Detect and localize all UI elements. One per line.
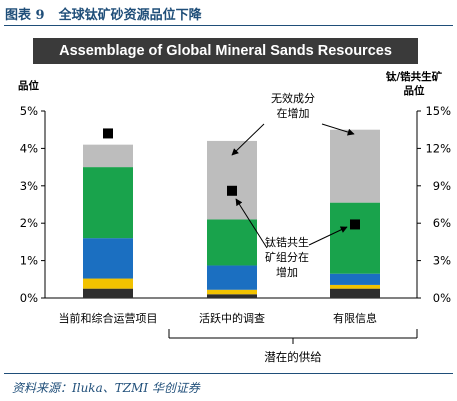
annotation-2-line: 矿组分在 — [265, 250, 309, 264]
chart-title: Assemblage of Global Mineral Sands Resou… — [33, 38, 418, 64]
figure-number: 图表 9 — [5, 8, 45, 23]
left-tick-label: 5% — [20, 104, 38, 118]
annotation-2-line: 钛锆共生 — [265, 235, 309, 249]
bar-segment-2-0 — [330, 288, 380, 298]
title-divider — [4, 25, 453, 26]
annotation-2-arrow-left — [235, 198, 268, 249]
category-label: 当前和综合运营项目 — [59, 311, 158, 325]
annotation-1-arrow-right — [321, 123, 355, 136]
left-tick-label: 3% — [20, 179, 38, 193]
source-divider — [4, 373, 453, 374]
grade-marker-1 — [227, 185, 237, 196]
grade-marker-2 — [350, 219, 360, 230]
right-axis-title-line: 钛/锆共生矿 — [386, 70, 443, 83]
left-tick-label: 0% — [20, 291, 38, 305]
annotation-2-arrow-right — [308, 226, 348, 246]
bar-segment-2-4 — [330, 129, 380, 203]
bar-segment-1-0 — [207, 294, 257, 298]
right-tick-label: 12% — [425, 141, 451, 155]
source-note: 资料来源：Iluka、TZMI 华创证券 — [12, 381, 200, 395]
right-tick-label: 9% — [433, 179, 451, 193]
right-tick-label: 3% — [433, 254, 451, 268]
bar-segment-0-1 — [83, 278, 133, 289]
annotation-2-line: 增加 — [276, 265, 298, 279]
left-tick-label: 2% — [20, 216, 38, 230]
bar-segment-1-3 — [207, 219, 257, 266]
bar-segment-2-2 — [330, 273, 380, 285]
bar-segment-0-3 — [83, 167, 133, 239]
bar-segment-0-4 — [83, 144, 133, 168]
bar-segment-0-0 — [83, 288, 133, 298]
bar-segment-0-2 — [83, 238, 133, 279]
group-label: 潜在的供给 — [264, 350, 322, 364]
category-label: 活跃中的调查 — [199, 311, 265, 325]
grade-marker-0 — [103, 128, 113, 139]
left-axis-title: 品位 — [18, 79, 39, 92]
category-label: 有限信息 — [333, 311, 377, 325]
bar-segment-1-4 — [207, 140, 257, 220]
right-tick-label: 6% — [433, 216, 451, 230]
right-tick-label: 0% — [433, 291, 451, 305]
bar-segment-1-1 — [207, 289, 257, 295]
annotation-1-line: 无效成分 — [271, 91, 315, 105]
left-tick-label: 1% — [20, 254, 38, 268]
right-tick-label: 15% — [425, 104, 451, 118]
bar-segment-2-1 — [330, 284, 380, 289]
annotation-1-line: 在增加 — [277, 106, 310, 120]
left-tick-label: 4% — [20, 141, 38, 155]
right-axis-title-line: 品位 — [404, 84, 425, 97]
figure-title-text: 全球钛矿砂资源品位下降 — [58, 8, 202, 23]
annotation-1-arrow-left — [231, 123, 265, 156]
bar-segment-1-2 — [207, 265, 257, 290]
bar-segment-2-3 — [330, 202, 380, 274]
figure-title: 图表 9 全球钛矿砂资源品位下降 — [5, 4, 202, 23]
